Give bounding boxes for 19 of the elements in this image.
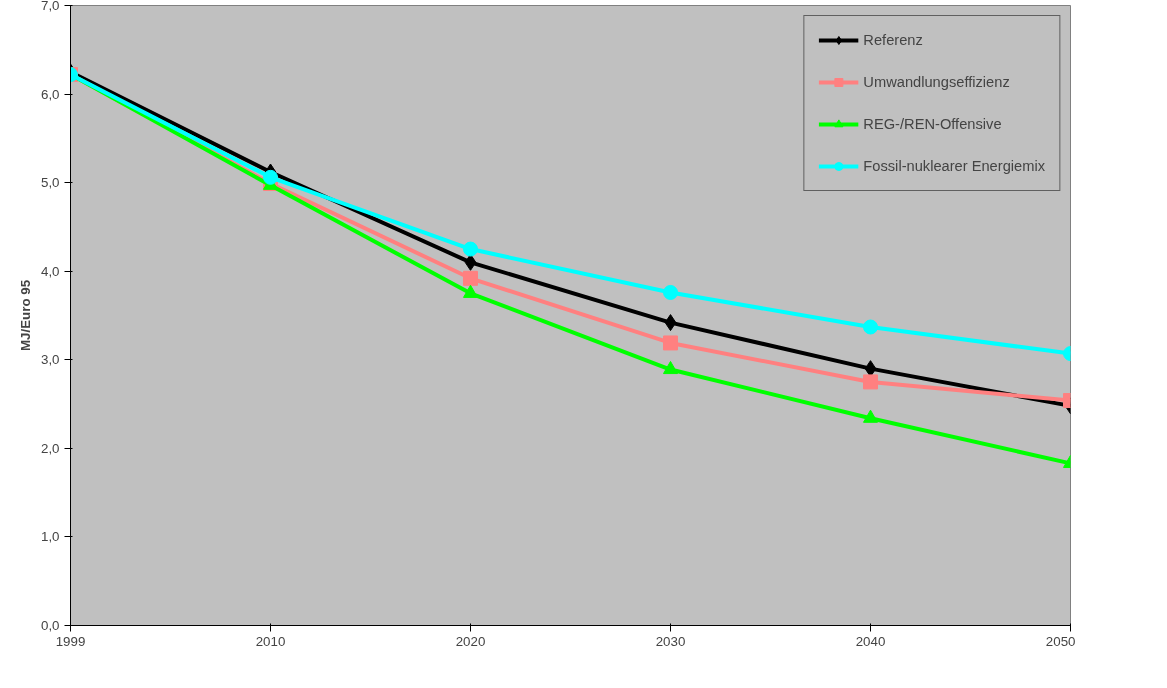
y-axis-title: MJ/Euro 95 <box>17 279 33 352</box>
y-tick-label: 5,0 <box>40 175 60 191</box>
y-tick-label: 4,0 <box>40 263 60 279</box>
legend-label: REG-/REN-Offensive <box>863 116 1002 132</box>
x-tick-label: 2050 <box>1045 633 1076 649</box>
y-tick-label: 3,0 <box>40 352 60 368</box>
x-tick-label: 2040 <box>855 633 886 649</box>
x-tick-label: 1999 <box>55 633 86 649</box>
y-tick-label: 2,0 <box>40 440 60 456</box>
y-tick-label: 7,0 <box>40 0 60 13</box>
legend-label: Fossil-nuklearer Energiemix <box>863 158 1045 174</box>
x-tick-label: 2020 <box>455 633 486 649</box>
legend-label: Umwandlungseffizienz <box>863 74 1010 90</box>
y-tick-label: 6,0 <box>40 86 60 102</box>
legend-label: Referenz <box>863 32 923 48</box>
x-tick-label: 2010 <box>255 633 286 649</box>
y-tick-label: 0,0 <box>40 618 60 633</box>
y-tick-label: 1,0 <box>40 529 60 545</box>
x-tick-label: 2030 <box>655 633 686 649</box>
